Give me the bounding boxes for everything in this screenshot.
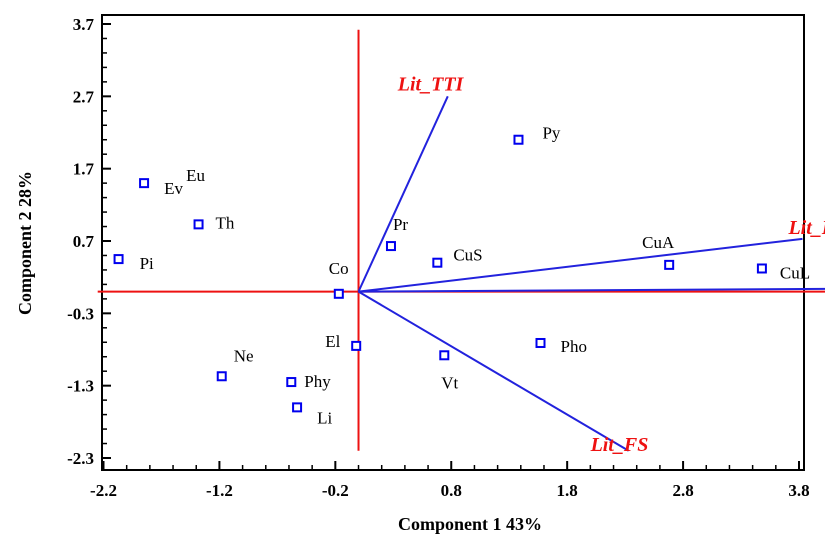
plot-frame [101,14,805,471]
data-point [385,241,396,252]
data-point [439,350,450,361]
point-label: Ne [234,346,254,365]
y-tick-label: 2.7 [73,87,95,106]
x-axis-title: Component 1 43% [398,514,542,534]
vector-lit-tti [357,95,449,293]
y-tick-label: 0.7 [73,232,95,251]
x-tick-label: -2.2 [90,481,117,500]
data-point [292,402,303,413]
y-tick-label: -0.3 [67,304,94,323]
data-point [216,371,227,382]
vector-lit-fs [358,290,630,452]
x-tick-label: 1.8 [557,481,578,500]
data-point [513,134,524,145]
vector-label: Lit_FS [590,434,649,456]
point-label: Ev [164,179,183,198]
y-tick-label: -2.3 [67,449,94,468]
data-point [756,263,767,274]
vector-label: Lit_FD [787,217,825,239]
point-label: Th [216,213,235,232]
point-label: Pi [140,254,154,273]
point-label: Py [542,124,560,143]
data-point [351,340,362,351]
point-label: Pho [561,337,587,356]
data-point [113,254,124,265]
x-tick-label: 3.8 [788,481,809,500]
point-label: Li [317,408,332,427]
y-tick-label: 3.7 [73,15,95,34]
data-point [535,337,546,348]
point-label: Co [329,259,349,278]
x-tick-label: -0.2 [322,481,349,500]
point-label: CuA [642,233,675,252]
point-label: Phy [304,372,331,391]
point-label: Eu [186,166,205,185]
point-label: El [325,332,340,351]
data-point [139,178,150,189]
vector-label: Lit_TTI [397,73,465,95]
data-point [664,259,675,270]
point-label: CuS [453,246,482,265]
y-tick-label: 1.7 [73,160,95,179]
y-tick-label: -1.3 [67,377,94,396]
y-axis-title: Component 2 28% [15,171,35,315]
point-label: Vt [441,373,458,392]
x-tick-label: -1.2 [206,481,233,500]
vector-lit-fd [358,237,803,293]
data-point [193,219,204,230]
vector-lit-if [358,287,825,293]
point-label: CuL [780,263,810,282]
x-tick-label: 2.8 [672,481,693,500]
data-point [432,257,443,268]
data-point [333,288,344,299]
point-label: Pr [393,215,408,234]
data-point [286,377,297,388]
x-tick-label: 0.8 [441,481,462,500]
